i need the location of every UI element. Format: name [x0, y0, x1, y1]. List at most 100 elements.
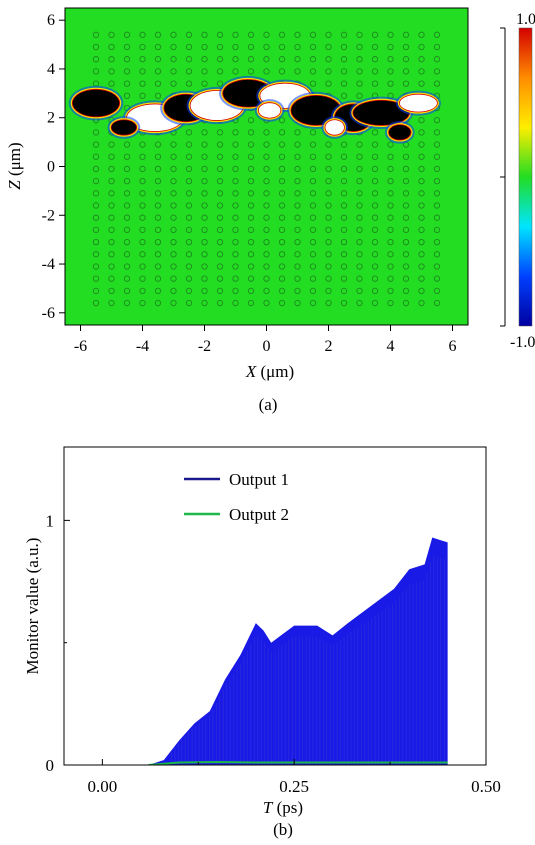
lattice-hole — [356, 141, 363, 148]
lattice-hole — [201, 287, 208, 295]
lattice-hole — [263, 129, 270, 136]
lattice-hole — [418, 153, 425, 160]
lattice-hole — [402, 263, 410, 270]
lattice-hole — [154, 141, 162, 148]
lattice-hole — [108, 251, 115, 258]
lattice-hole — [309, 275, 317, 282]
lattice-hole — [309, 263, 317, 270]
heatmap-x-tick-label: 6 — [449, 338, 457, 355]
lattice-hole — [92, 238, 100, 246]
lattice-hole — [92, 190, 100, 197]
lattice-hole — [232, 287, 239, 295]
lattice-hole — [108, 177, 115, 185]
lattice-hole — [325, 202, 332, 209]
timeplot-panel: 0.00 0.25 0.50 01 Output 1 Output 2 T (ps)… — [23, 446, 501, 839]
lattice-hole — [325, 31, 332, 38]
lattice-hole — [247, 214, 255, 221]
lattice-hole — [371, 202, 379, 209]
lattice-hole — [123, 251, 131, 258]
timeplot-x-tick-label: 0.50 — [471, 777, 501, 796]
lattice-hole — [433, 287, 441, 295]
lattice-hole — [92, 141, 100, 148]
lattice-hole — [309, 129, 317, 136]
lattice-hole — [387, 263, 394, 270]
lattice-hole — [371, 263, 379, 270]
lattice-hole — [247, 129, 255, 136]
timeplot-x-ticks: 0.00 0.25 0.50 — [87, 759, 501, 796]
lattice-hole — [387, 43, 394, 51]
lattice-hole — [263, 177, 270, 185]
lattice-hole — [201, 299, 208, 307]
lattice-hole — [170, 299, 177, 307]
lattice-hole — [278, 190, 286, 197]
lattice-hole — [340, 238, 348, 246]
lattice-hole — [325, 190, 332, 197]
lattice-hole — [170, 238, 177, 246]
lattice-hole — [170, 153, 177, 160]
timeplot-y-ticks: 01 — [46, 511, 70, 775]
lattice-hole — [340, 153, 348, 160]
lattice-hole — [309, 287, 317, 295]
lattice-hole — [263, 141, 270, 148]
lattice-hole — [232, 299, 239, 307]
lattice-hole — [402, 214, 410, 221]
lattice-hole — [232, 31, 239, 38]
lattice-hole — [278, 287, 286, 295]
lattice-hole — [294, 31, 301, 38]
lattice-hole — [92, 299, 100, 307]
lattice-hole — [418, 238, 425, 246]
lattice-hole — [139, 214, 146, 221]
colorbar-bar — [518, 27, 533, 327]
lattice-hole — [263, 275, 270, 282]
lattice-hole — [387, 251, 394, 258]
lattice-hole — [387, 275, 394, 282]
lattice-hole — [325, 226, 332, 234]
lattice-hole — [418, 165, 425, 173]
lattice-hole — [309, 43, 317, 51]
lattice-hole — [340, 251, 348, 258]
lattice-hole — [402, 56, 410, 63]
lattice-hole — [139, 68, 146, 75]
lattice-hole — [418, 80, 425, 87]
lattice-hole — [371, 141, 379, 148]
lattice-hole — [185, 129, 193, 136]
lattice-hole — [123, 31, 131, 38]
lattice-hole — [340, 165, 348, 173]
lattice-hole — [418, 129, 425, 136]
lattice-hole — [356, 214, 363, 221]
lattice-hole — [402, 80, 410, 87]
lattice-hole — [201, 129, 208, 136]
lattice-hole — [216, 68, 224, 75]
lattice-hole — [418, 31, 425, 38]
lattice-hole — [201, 43, 208, 51]
lattice-hole — [247, 299, 255, 307]
lattice-hole — [139, 190, 146, 197]
lattice-hole — [356, 31, 363, 38]
timeplot-y-tick-label: 0 — [46, 756, 55, 775]
lattice-hole — [201, 238, 208, 246]
lattice-hole — [108, 31, 115, 38]
lattice-hole — [433, 299, 441, 307]
colorbar-max-label: 1.0 — [516, 11, 535, 28]
lattice-hole — [185, 263, 193, 270]
lattice-hole — [232, 56, 239, 63]
lattice-hole — [123, 190, 131, 197]
timeplot-y-tick-label: 1 — [46, 511, 55, 530]
lattice-hole — [325, 153, 332, 160]
lattice-hole — [185, 153, 193, 160]
lattice-hole — [216, 80, 224, 87]
lattice-hole — [294, 165, 301, 173]
legend-output1-label: Output 1 — [229, 470, 289, 489]
lattice-hole — [278, 56, 286, 63]
lattice-hole — [263, 190, 270, 197]
lattice-hole — [371, 299, 379, 307]
lattice-hole — [402, 299, 410, 307]
lattice-hole — [216, 43, 224, 51]
lattice-hole — [201, 80, 208, 87]
lattice-hole — [216, 299, 224, 307]
lattice-hole — [402, 153, 410, 160]
lattice-hole — [170, 202, 177, 209]
lattice-hole — [387, 238, 394, 246]
lattice-hole — [309, 214, 317, 221]
lattice-hole — [92, 177, 100, 185]
